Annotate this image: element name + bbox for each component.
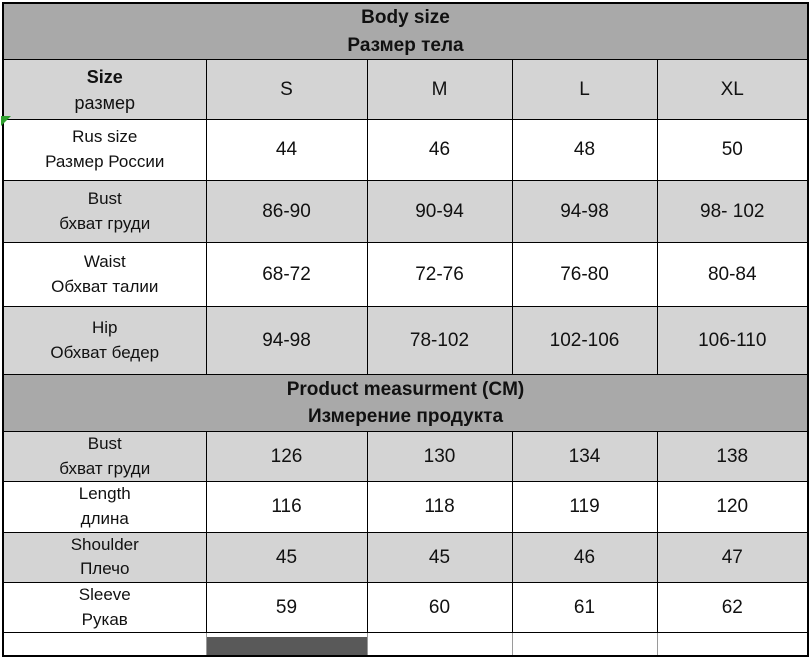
value-cell: 46 bbox=[511, 531, 658, 583]
size-col-header-xl: XL bbox=[656, 59, 809, 121]
size-label-ru: размер bbox=[74, 92, 135, 113]
shoulder-row: Shoulder Плечо 45 45 46 47 bbox=[2, 531, 809, 583]
value-cell: 118 bbox=[366, 481, 513, 533]
value-cell: 46 bbox=[366, 119, 513, 182]
value-cell: 116 bbox=[205, 481, 368, 533]
size-col-header-m: M bbox=[366, 59, 513, 121]
value-cell: 78-102 bbox=[366, 306, 513, 376]
rus-size-label-ru: Размер России bbox=[45, 152, 165, 172]
size-label-en: Size bbox=[86, 66, 123, 87]
value-cell: 72-76 bbox=[366, 242, 513, 308]
body-size-header-row: Body size Размер тела bbox=[2, 2, 809, 61]
value-cell: 44 bbox=[205, 119, 368, 182]
value-cell: 68-72 bbox=[205, 242, 368, 308]
size-col-header-l: L bbox=[511, 59, 658, 121]
value-cell: 45 bbox=[205, 531, 368, 583]
value-cell: 76-80 bbox=[511, 242, 658, 308]
row-label-shoulder: Shoulder Плечо bbox=[2, 531, 207, 583]
value-cell: 59 bbox=[205, 581, 368, 634]
value-cell: 138 bbox=[656, 431, 809, 483]
bust-row: Bust бхват груди 86-90 90-94 94-98 98- 1… bbox=[2, 180, 809, 244]
length-label-en: Length bbox=[78, 484, 131, 504]
value-cell: 45 bbox=[366, 531, 513, 583]
value-cell: 62 bbox=[656, 581, 809, 634]
value-cell: 120 bbox=[656, 481, 809, 533]
value-cell: 94-98 bbox=[511, 180, 658, 244]
value-cell: 94-98 bbox=[205, 306, 368, 376]
cutoff-row bbox=[2, 632, 809, 657]
row-label-waist: Waist Обхват талии bbox=[2, 242, 207, 308]
row-label-sleeve: Sleeve Рукав bbox=[2, 581, 207, 634]
value-cell: 98- 102 bbox=[656, 180, 809, 244]
value-cell: 126 bbox=[205, 431, 368, 483]
value-cell: 90-94 bbox=[366, 180, 513, 244]
product-title-en: Product measurment (CM) bbox=[286, 378, 525, 400]
product-bust-row: Bust бхват груди 126 130 134 138 bbox=[2, 431, 809, 483]
value-cell: 134 bbox=[511, 431, 658, 483]
shoulder-label-en: Shoulder bbox=[70, 534, 139, 554]
row-label-length: Length длина bbox=[2, 481, 207, 533]
body-size-title-en: Body size bbox=[361, 7, 450, 28]
value-cell: 119 bbox=[511, 481, 658, 533]
value-cell: 86-90 bbox=[205, 180, 368, 244]
value-cell: 48 bbox=[511, 119, 658, 182]
value-cell: 102-106 bbox=[511, 306, 658, 376]
product-measurement-header-row: Product measurment (CM) Измерение продук… bbox=[2, 374, 809, 433]
length-row: Length длина 116 118 119 120 bbox=[2, 481, 809, 533]
waist-label-ru: Обхват талии bbox=[51, 276, 159, 296]
waist-row: Waist Обхват талии 68-72 72-76 76-80 80-… bbox=[2, 242, 809, 308]
row-label-product-bust: Bust бхват груди bbox=[2, 431, 207, 483]
value-cell: 130 bbox=[366, 431, 513, 483]
product-bust-label-ru: бхват груди bbox=[59, 458, 151, 478]
bust-label-ru: бхват груди bbox=[59, 213, 151, 233]
product-bust-label-en: Bust bbox=[87, 434, 122, 454]
row-label-bust: Bust бхват груди bbox=[2, 180, 207, 244]
dark-fill bbox=[207, 637, 366, 656]
value-cell: 106-110 bbox=[656, 306, 809, 376]
row-label-hip: Hip Обхват бедер bbox=[2, 306, 207, 376]
value-cell: 61 bbox=[511, 581, 658, 634]
size-row-label: Size размер bbox=[2, 59, 207, 121]
value-cell: 47 bbox=[656, 531, 809, 583]
hip-label-en: Hip bbox=[91, 317, 118, 337]
body-size-header: Body size Размер тела bbox=[2, 2, 809, 61]
body-size-title-ru: Размер тела bbox=[347, 34, 464, 56]
green-corner-marker bbox=[1, 116, 11, 126]
rus-size-label-en: Rus size bbox=[72, 127, 138, 147]
cutoff-cell bbox=[656, 632, 809, 657]
value-cell: 80-84 bbox=[656, 242, 809, 308]
value-cell: 60 bbox=[366, 581, 513, 634]
sleeve-label-ru: Рукав bbox=[81, 609, 128, 629]
sleeve-row: Sleeve Рукав 59 60 61 62 bbox=[2, 581, 809, 634]
product-title-ru: Измерение продукта bbox=[307, 406, 504, 428]
size-col-header-s: S bbox=[205, 59, 368, 121]
cutoff-cell bbox=[2, 632, 207, 657]
product-measurement-header: Product measurment (CM) Измерение продук… bbox=[2, 374, 809, 433]
rus-size-row: Rus size Размер России 44 46 48 50 bbox=[2, 119, 809, 182]
cutoff-cell-dark bbox=[205, 632, 368, 657]
sleeve-label-en: Sleeve bbox=[78, 584, 131, 604]
value-cell: 50 bbox=[656, 119, 809, 182]
cutoff-cell bbox=[511, 632, 658, 657]
cutoff-cell bbox=[366, 632, 513, 657]
waist-label-en: Waist bbox=[83, 251, 126, 271]
hip-label-ru: Обхват бедер bbox=[50, 342, 160, 362]
shoulder-label-ru: Плечо bbox=[80, 559, 130, 579]
bust-label-en: Bust bbox=[87, 188, 122, 208]
row-label-rus-size: Rus size Размер России bbox=[2, 119, 207, 182]
length-label-ru: длина bbox=[80, 509, 129, 529]
size-columns-row: Size размер S M L XL bbox=[2, 59, 809, 121]
hip-row: Hip Обхват бедер 94-98 78-102 102-106 10… bbox=[2, 306, 809, 376]
